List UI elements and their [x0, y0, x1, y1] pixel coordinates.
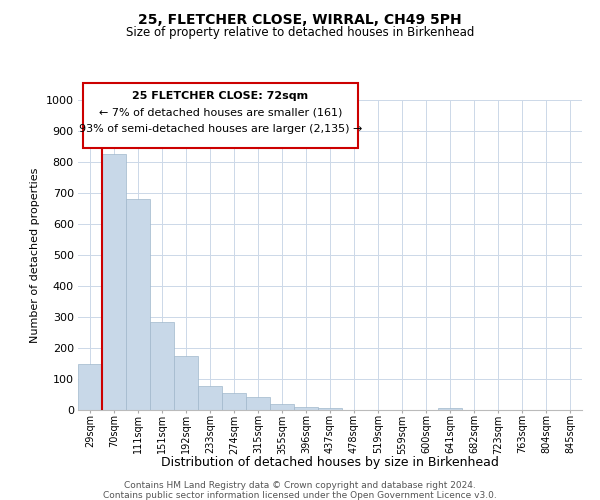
- Bar: [270, 404, 294, 410]
- Bar: [126, 199, 150, 410]
- Bar: [246, 397, 270, 410]
- Text: Distribution of detached houses by size in Birkenhead: Distribution of detached houses by size …: [161, 456, 499, 469]
- Bar: [78, 364, 102, 410]
- Bar: [294, 407, 318, 410]
- Bar: [222, 393, 246, 410]
- Text: 25, FLETCHER CLOSE, WIRRAL, CH49 5PH: 25, FLETCHER CLOSE, WIRRAL, CH49 5PH: [138, 12, 462, 26]
- Bar: [318, 408, 342, 410]
- Text: ← 7% of detached houses are smaller (161): ← 7% of detached houses are smaller (161…: [98, 107, 342, 117]
- FancyBboxPatch shape: [83, 83, 358, 148]
- Bar: [150, 322, 174, 410]
- Text: Contains HM Land Registry data © Crown copyright and database right 2024.: Contains HM Land Registry data © Crown c…: [124, 482, 476, 490]
- Y-axis label: Number of detached properties: Number of detached properties: [30, 168, 40, 342]
- Text: 93% of semi-detached houses are larger (2,135) →: 93% of semi-detached houses are larger (…: [79, 124, 362, 134]
- Text: Size of property relative to detached houses in Birkenhead: Size of property relative to detached ho…: [126, 26, 474, 39]
- Bar: [438, 408, 462, 410]
- Text: 25 FLETCHER CLOSE: 72sqm: 25 FLETCHER CLOSE: 72sqm: [133, 90, 308, 101]
- Bar: [174, 356, 198, 410]
- Bar: [102, 154, 126, 410]
- Bar: [198, 386, 222, 410]
- Text: Contains public sector information licensed under the Open Government Licence v3: Contains public sector information licen…: [103, 490, 497, 500]
